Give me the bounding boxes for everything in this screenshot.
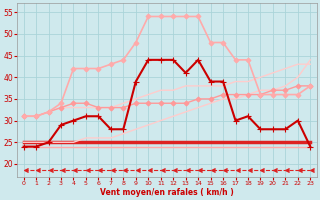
- X-axis label: Vent moyen/en rafales ( km/h ): Vent moyen/en rafales ( km/h ): [100, 188, 234, 197]
